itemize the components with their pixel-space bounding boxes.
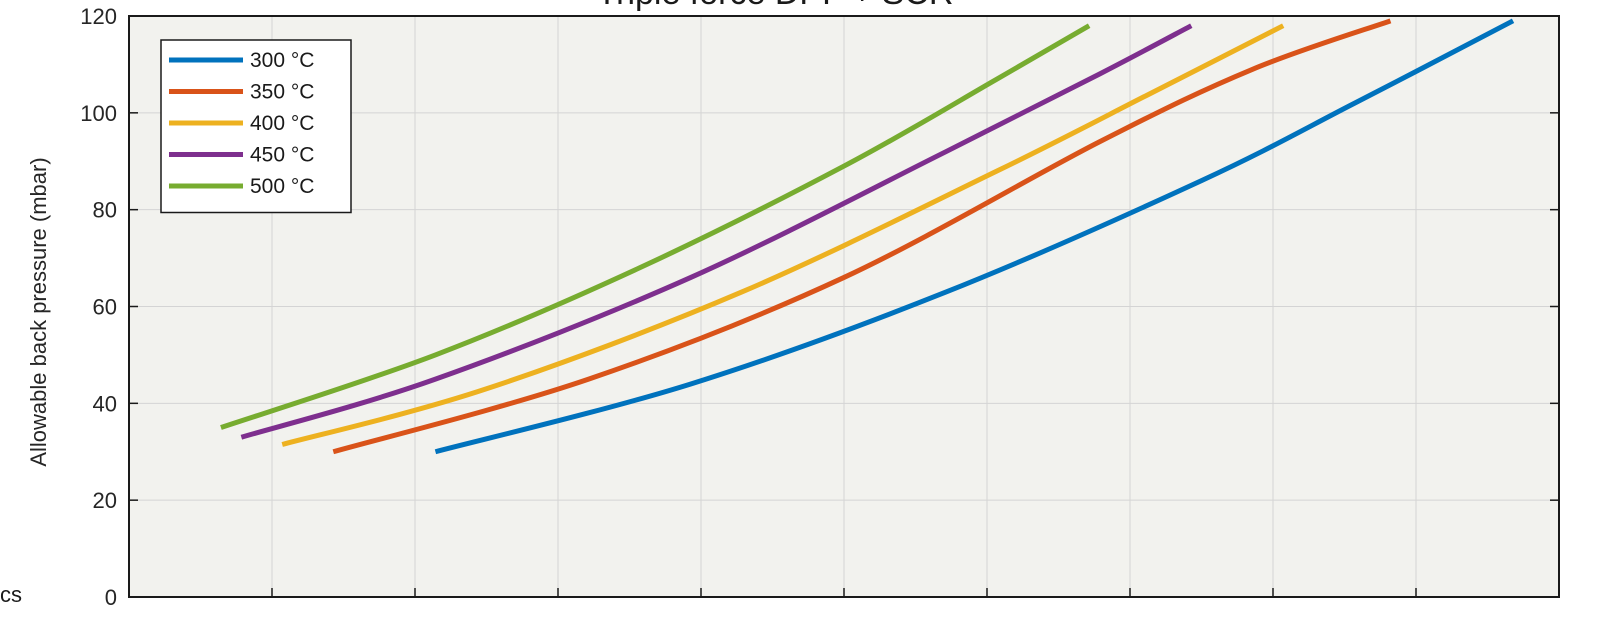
y-tick-label: 40 <box>93 391 117 416</box>
y-tick-label: 0 <box>105 585 117 610</box>
series-line-4 <box>240 23 1193 440</box>
legend-label: 350 °C <box>250 81 314 104</box>
legend-label: 500 °C <box>250 175 314 198</box>
y-tick-label: 100 <box>80 101 117 126</box>
legend: 300 °C 350 °C 400 °C 450 °C 500 °C <box>160 39 352 214</box>
y-tick-label: 20 <box>93 488 117 513</box>
chart-title: Triple force DPF + SCR <box>597 0 954 12</box>
legend-label: 400 °C <box>250 112 314 135</box>
axis-ticks: 0 20 40 60 80 100 120 <box>80 4 1559 610</box>
series-line-5 <box>220 23 1091 430</box>
series-layer <box>220 18 1515 455</box>
series-line-3 <box>281 23 1285 447</box>
series-line-2 <box>332 18 1392 455</box>
y-tick-label: 60 <box>93 295 117 320</box>
y-axis-label: Allowable back pressure (mbar) <box>26 157 51 466</box>
legend-label: 450 °C <box>250 144 314 167</box>
legend-label: 300 °C <box>250 49 314 72</box>
side-text-fragment: cs <box>0 582 22 607</box>
y-tick-label: 80 <box>93 198 117 223</box>
series-line-1 <box>434 18 1515 455</box>
y-tick-label: 120 <box>80 4 117 29</box>
